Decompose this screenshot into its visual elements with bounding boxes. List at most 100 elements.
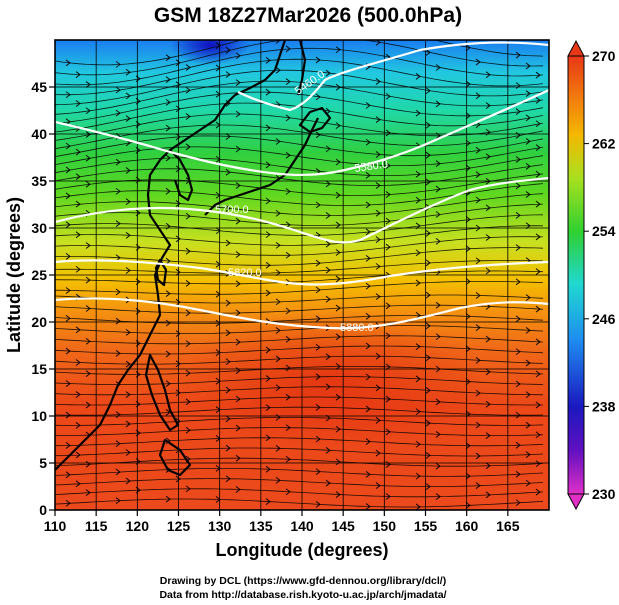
flow-arrow — [85, 154, 91, 162]
flow-arrow — [285, 114, 291, 122]
streamline — [55, 345, 544, 355]
flow-arrow — [515, 470, 521, 478]
flow-arrow — [435, 333, 441, 341]
flow-arrow — [65, 442, 71, 449]
flow-arrow — [175, 298, 181, 306]
flow-arrow — [165, 54, 171, 62]
flow-arrow — [225, 299, 231, 307]
flow-arrow — [315, 403, 321, 411]
flow-arrow — [85, 276, 91, 284]
flow-arrow — [315, 373, 321, 381]
coastline-korea — [169, 149, 194, 202]
coastline-taiwan — [154, 258, 168, 287]
flow-arrow — [85, 81, 91, 88]
flow-arrow — [75, 326, 81, 334]
flow-arrow — [525, 62, 531, 70]
flow-arrow — [425, 259, 431, 267]
flow-arrow — [485, 71, 491, 79]
flow-arrow — [435, 64, 441, 71]
flow-arrow — [335, 46, 341, 54]
flow-arrow — [175, 59, 181, 67]
flow-arrow — [75, 359, 81, 366]
flow-arrow — [465, 442, 471, 450]
streamline — [55, 225, 544, 246]
flow-arrow — [185, 64, 191, 71]
flow-arrow — [225, 133, 231, 140]
flow-arrow — [325, 180, 331, 188]
flow-arrow — [85, 489, 91, 497]
flow-arrow — [465, 80, 471, 88]
flow-arrow — [85, 242, 91, 249]
flow-arrow — [385, 129, 391, 137]
flow-arrow — [415, 249, 421, 257]
flow-arrow — [365, 471, 371, 478]
flow-arrow — [535, 431, 541, 439]
flow-arrow — [335, 275, 341, 283]
flow-arrow — [535, 370, 541, 378]
flow-arrow — [515, 212, 521, 219]
flow-arrow — [115, 288, 121, 296]
flow-arrow — [515, 108, 521, 115]
coastline-hokkaido — [298, 106, 332, 134]
flow-arrow — [165, 76, 171, 83]
streamline — [55, 173, 544, 196]
flow-arrow — [415, 279, 421, 287]
flow-arrow — [385, 302, 391, 310]
flow-arrow — [175, 389, 181, 397]
flow-arrow — [265, 161, 271, 169]
flow-arrow — [515, 499, 521, 507]
streamline — [55, 47, 544, 86]
x-tick-label: 125 — [167, 518, 191, 534]
flow-arrow — [235, 110, 241, 118]
flow-arrow — [185, 426, 191, 434]
flow-arrow — [515, 51, 521, 59]
flow-arrow — [265, 289, 271, 297]
flow-arrow — [485, 400, 491, 408]
x-tick-label: 110 — [44, 518, 67, 534]
flow-arrow — [535, 460, 541, 468]
flow-arrow — [385, 332, 391, 340]
colorbar-tick-label: 238 — [592, 398, 616, 414]
flow-arrow — [165, 350, 171, 358]
flow-arrow — [435, 185, 441, 193]
flow-arrow — [535, 268, 541, 275]
flow-arrow — [165, 409, 171, 416]
x-tick-label: 130 — [208, 518, 232, 534]
flow-arrow — [465, 313, 471, 320]
flow-arrow — [125, 329, 131, 336]
flow-arrow — [235, 280, 241, 288]
flow-arrow — [365, 172, 371, 179]
flow-arrow — [275, 445, 281, 452]
flow-arrow — [385, 461, 391, 468]
flow-arrow — [475, 257, 481, 265]
flow-arrow — [85, 107, 91, 115]
flow-arrow — [475, 171, 481, 178]
flow-arrow — [515, 348, 521, 356]
flow-arrow — [265, 465, 271, 473]
flow-arrow — [435, 493, 441, 500]
flow-arrow — [125, 198, 131, 206]
flow-arrow — [485, 462, 491, 470]
x-tick-label: 160 — [455, 518, 479, 534]
flow-arrow — [235, 217, 241, 225]
flow-arrow — [385, 162, 391, 169]
flow-arrow — [125, 360, 131, 368]
flow-arrow — [275, 384, 281, 392]
flow-arrow — [325, 240, 331, 248]
flow-arrow — [235, 251, 241, 258]
flow-arrow — [485, 153, 491, 161]
flow-arrow — [375, 78, 381, 85]
flow-arrow — [85, 180, 91, 188]
flow-arrow — [265, 261, 271, 269]
flow-arrow — [185, 309, 191, 317]
streamline — [55, 40, 544, 76]
flow-arrow — [385, 191, 391, 198]
streamline — [55, 366, 544, 375]
flow-arrow — [425, 483, 431, 490]
flow-arrow — [365, 503, 371, 510]
flow-arrow — [415, 503, 421, 510]
flow-arrow — [265, 375, 271, 382]
flow-arrow — [265, 346, 271, 354]
flow-arrow — [65, 287, 71, 294]
flow-arrow — [435, 211, 441, 218]
